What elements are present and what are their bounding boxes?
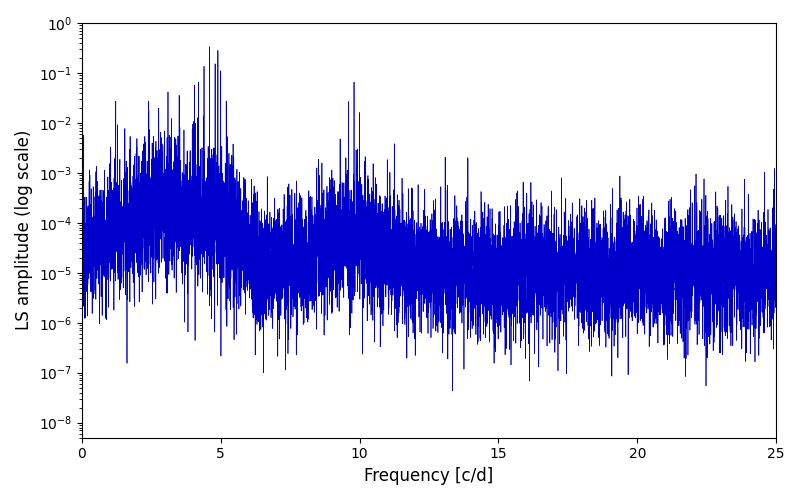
X-axis label: Frequency [c/d]: Frequency [c/d] xyxy=(364,467,494,485)
Y-axis label: LS amplitude (log scale): LS amplitude (log scale) xyxy=(15,130,33,330)
